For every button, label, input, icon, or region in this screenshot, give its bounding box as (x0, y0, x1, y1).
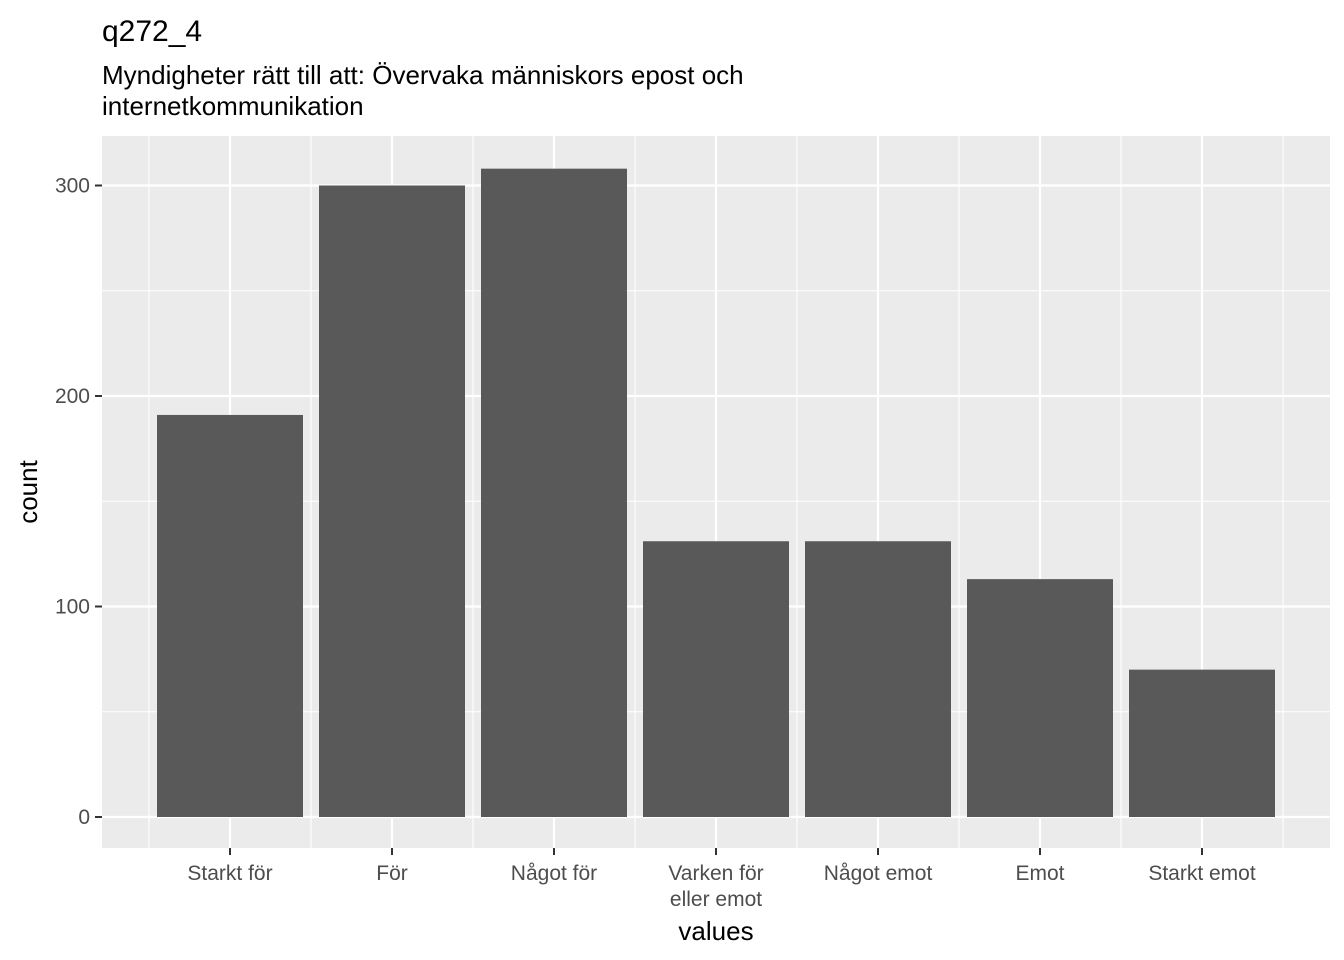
y-axis: 0 100 200 300 (55, 175, 102, 829)
y-tick-label: 100 (55, 596, 90, 619)
x-tick-label: Emot (1015, 862, 1064, 885)
bar (805, 541, 951, 817)
x-tick-label: Varken för eller emot (668, 862, 763, 911)
bar (1129, 669, 1275, 817)
chart-subtitle-line-2: internetkommunikation (102, 91, 364, 121)
x-tick-label: Starkt för (187, 862, 272, 885)
y-tick-label: 200 (55, 385, 90, 408)
x-tick-label: Något för (511, 862, 597, 885)
x-tick-label: För (376, 862, 408, 885)
bar (319, 185, 465, 817)
bars (157, 168, 1275, 817)
y-tick-label: 0 (78, 806, 90, 829)
y-tick-label: 300 (55, 175, 90, 198)
bar (481, 168, 627, 817)
x-axis-title: values (678, 916, 753, 946)
y-axis-title: count (13, 459, 43, 523)
bar (967, 579, 1113, 817)
bar (157, 414, 303, 817)
x-tick-label: Något emot (824, 862, 933, 885)
x-tick-label: Starkt emot (1148, 862, 1256, 885)
chart-title: q272_4 (102, 15, 202, 48)
x-axis: Starkt för För Något för Varken för eller em… (187, 848, 1256, 911)
bar (643, 541, 789, 817)
chart-subtitle-line-1: Myndigheter rätt till att: Övervaka männ… (102, 60, 744, 90)
